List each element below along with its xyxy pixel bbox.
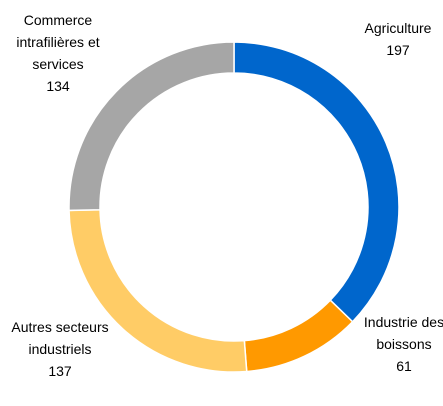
- data-label: Autres secteurs industriels 137: [10, 316, 110, 382]
- donut-segment: [243, 299, 354, 373]
- category-label: Commerce intrafilières et services: [16, 12, 100, 72]
- category-label: Agriculture: [364, 20, 432, 36]
- donut-segment: [233, 41, 400, 323]
- donut-segment: [68, 41, 235, 212]
- category-label: Autres secteurs industriels: [11, 319, 109, 357]
- data-label: Agriculture 197: [348, 17, 443, 61]
- value-label: 61: [396, 358, 412, 374]
- data-label: Industrie des boissons 61: [362, 311, 443, 377]
- data-label: Commerce intrafilières et services 134: [0, 9, 116, 97]
- category-label: Industrie des boissons: [363, 314, 443, 352]
- value-label: 197: [386, 42, 410, 58]
- value-label: 137: [48, 363, 72, 379]
- value-label: 134: [46, 78, 70, 94]
